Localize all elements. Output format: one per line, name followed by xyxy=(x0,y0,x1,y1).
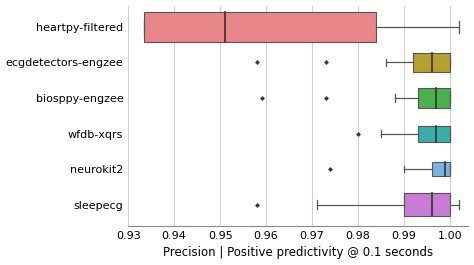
Bar xyxy=(418,88,450,108)
Bar xyxy=(404,193,450,216)
Bar xyxy=(144,12,376,42)
X-axis label: Precision | Positive predictivity @ 0.1 seconds: Precision | Positive predictivity @ 0.1 … xyxy=(163,246,433,259)
Bar xyxy=(432,162,450,176)
Bar xyxy=(418,126,450,142)
Bar xyxy=(413,53,450,72)
